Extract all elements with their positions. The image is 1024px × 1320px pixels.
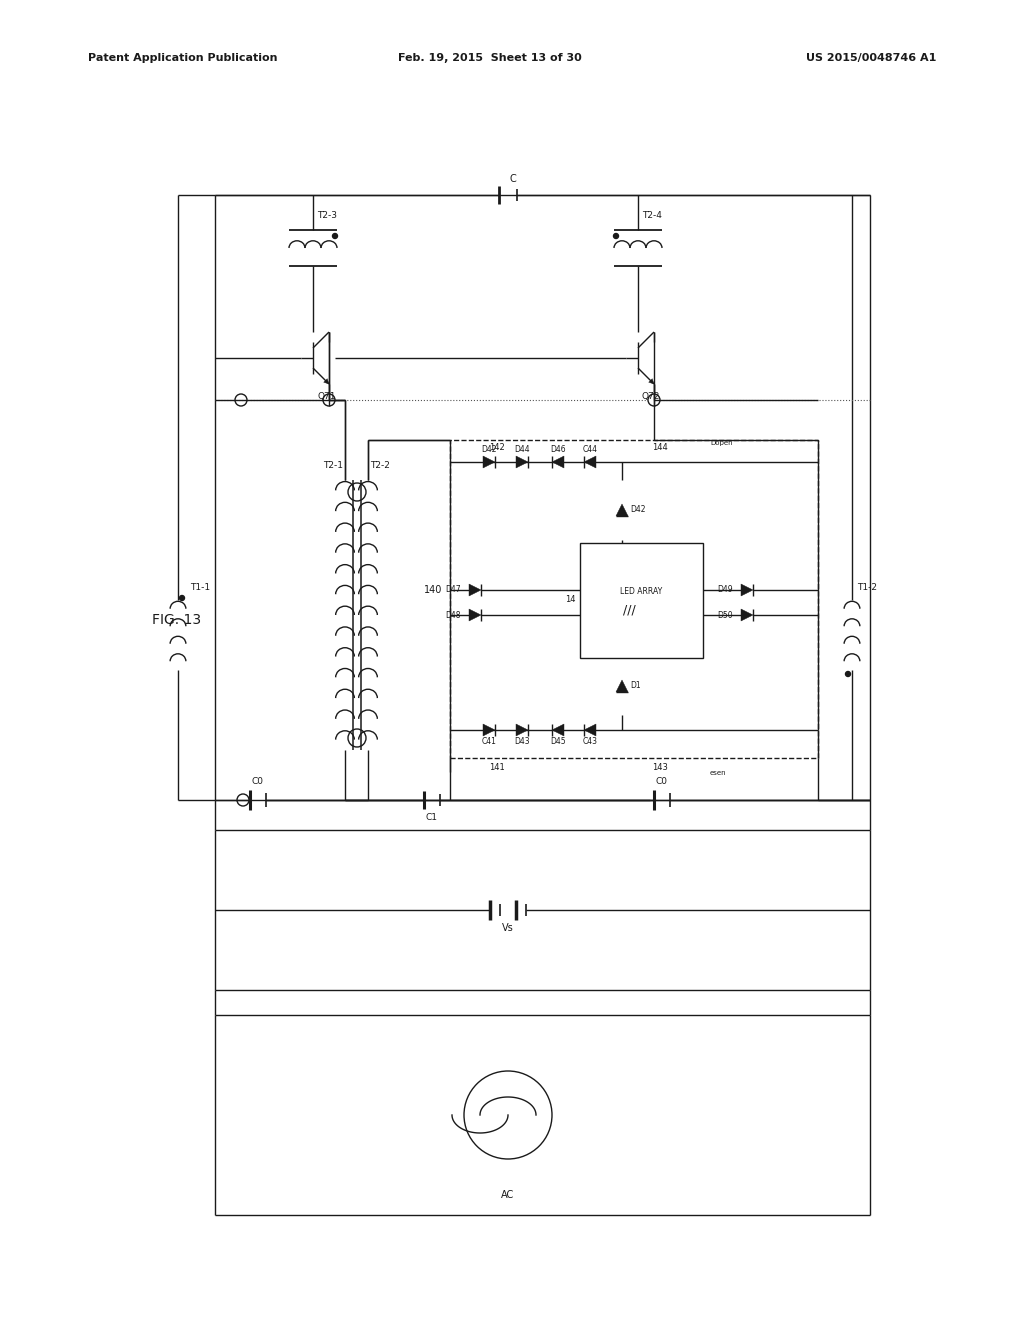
Polygon shape [584, 723, 596, 737]
Text: US 2015/0048746 A1: US 2015/0048746 A1 [806, 53, 936, 63]
Text: C44: C44 [583, 446, 597, 454]
Polygon shape [469, 609, 481, 620]
Text: Vs: Vs [502, 923, 514, 933]
Text: D44: D44 [514, 446, 529, 454]
Text: D48: D48 [445, 610, 461, 619]
Text: C: C [510, 174, 517, 183]
Text: AC: AC [502, 1191, 515, 1200]
Polygon shape [516, 455, 528, 469]
Text: Feb. 19, 2015  Sheet 13 of 30: Feb. 19, 2015 Sheet 13 of 30 [398, 53, 582, 63]
Text: T2-2: T2-2 [370, 462, 390, 470]
Text: 144: 144 [652, 444, 668, 453]
Text: D42: D42 [630, 506, 645, 515]
Polygon shape [324, 379, 329, 384]
Text: FIG. 13: FIG. 13 [152, 612, 201, 627]
Circle shape [179, 595, 184, 601]
Text: C0: C0 [656, 777, 668, 787]
Text: C41: C41 [481, 738, 497, 747]
Text: D49: D49 [718, 586, 733, 594]
Bar [450, 440, 818, 758]
Text: D43: D43 [514, 738, 529, 747]
Polygon shape [648, 379, 654, 384]
Bar [580, 543, 703, 657]
Polygon shape [741, 583, 753, 597]
Polygon shape [741, 609, 753, 620]
Text: D42: D42 [481, 446, 497, 454]
Text: D50: D50 [718, 610, 733, 619]
Text: D45: D45 [550, 738, 566, 747]
Text: Q71: Q71 [317, 392, 336, 400]
Text: 141: 141 [489, 763, 505, 772]
Text: T2-4: T2-4 [642, 211, 662, 220]
Text: D1: D1 [630, 681, 641, 690]
Polygon shape [552, 455, 564, 469]
Polygon shape [584, 455, 596, 469]
Text: 143: 143 [652, 763, 668, 772]
Polygon shape [552, 723, 564, 737]
Text: esen: esen [710, 770, 727, 776]
Text: Q72: Q72 [642, 392, 660, 400]
Polygon shape [616, 680, 628, 692]
Text: 140: 140 [424, 585, 442, 595]
Polygon shape [616, 504, 628, 516]
Polygon shape [516, 723, 528, 737]
Text: ///: /// [623, 603, 635, 616]
Text: C43: C43 [583, 738, 597, 747]
Text: C1: C1 [426, 813, 438, 822]
Text: Dopen: Dopen [710, 440, 732, 446]
Circle shape [333, 234, 338, 239]
Polygon shape [483, 455, 495, 469]
Text: 14: 14 [565, 595, 575, 605]
Text: T2-3: T2-3 [317, 211, 337, 220]
Circle shape [846, 672, 851, 676]
Text: D47: D47 [445, 586, 461, 594]
Text: LED ARRAY: LED ARRAY [620, 587, 663, 597]
Text: Patent Application Publication: Patent Application Publication [88, 53, 278, 63]
Polygon shape [469, 583, 481, 597]
Text: 142: 142 [489, 444, 505, 453]
Polygon shape [483, 723, 495, 737]
Text: D46: D46 [550, 446, 566, 454]
Text: C0: C0 [252, 777, 264, 787]
Text: T1-2: T1-2 [857, 583, 877, 593]
Text: T2-1: T2-1 [323, 462, 343, 470]
Circle shape [613, 234, 618, 239]
Text: T1-1: T1-1 [190, 583, 210, 593]
